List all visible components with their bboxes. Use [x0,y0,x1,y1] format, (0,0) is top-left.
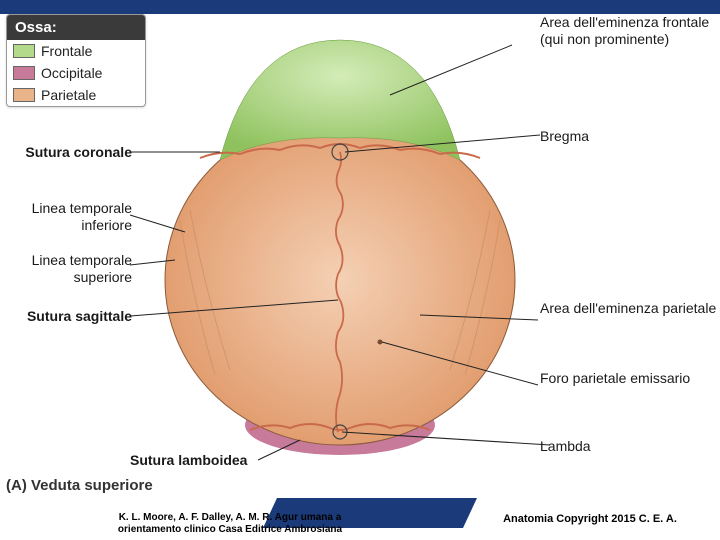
swatch-parietale [13,88,35,102]
anatomy-label: Sutura coronale [2,144,132,161]
figure-caption: (A) Veduta superiore [6,477,153,494]
legend-label: Parietale [41,87,96,103]
anatomy-label: Bregma [540,128,640,145]
anatomy-label: Linea temporale superiore [2,252,132,286]
legend-label: Occipitale [41,65,102,81]
anatomy-label: Area dell'eminenza parietale [540,300,720,317]
anatomy-label: Lambda [540,438,640,455]
citation-authors: K. L. Moore, A. F. Dalley, A. M. R. Agur… [100,512,360,536]
anatomy-label: Area dell'eminenza frontale (qui non pro… [540,14,720,48]
anatomy-label: Linea temporale inferiore [2,200,132,234]
swatch-frontale [13,44,35,58]
anatomy-label: Foro parietale emissario [540,370,720,387]
parietal-foramen [378,340,383,345]
legend-label: Frontale [41,43,92,59]
skull-diagram [150,30,530,460]
swatch-occipitale [13,66,35,80]
anatomy-label: Sutura sagittale [2,308,132,325]
legend-row: Frontale [7,40,145,62]
legend-box: Ossa: Frontale Occipitale Parietale [6,14,146,107]
legend-row: Parietale [7,84,145,106]
citation-copyright: Anatomia Copyright 2015 C. E. A. [500,513,680,526]
header-bar [0,0,720,14]
label-sutura-lamboidea: Sutura lamboidea [130,452,247,469]
legend-header: Ossa: [7,15,145,40]
legend-row: Occipitale [7,62,145,84]
